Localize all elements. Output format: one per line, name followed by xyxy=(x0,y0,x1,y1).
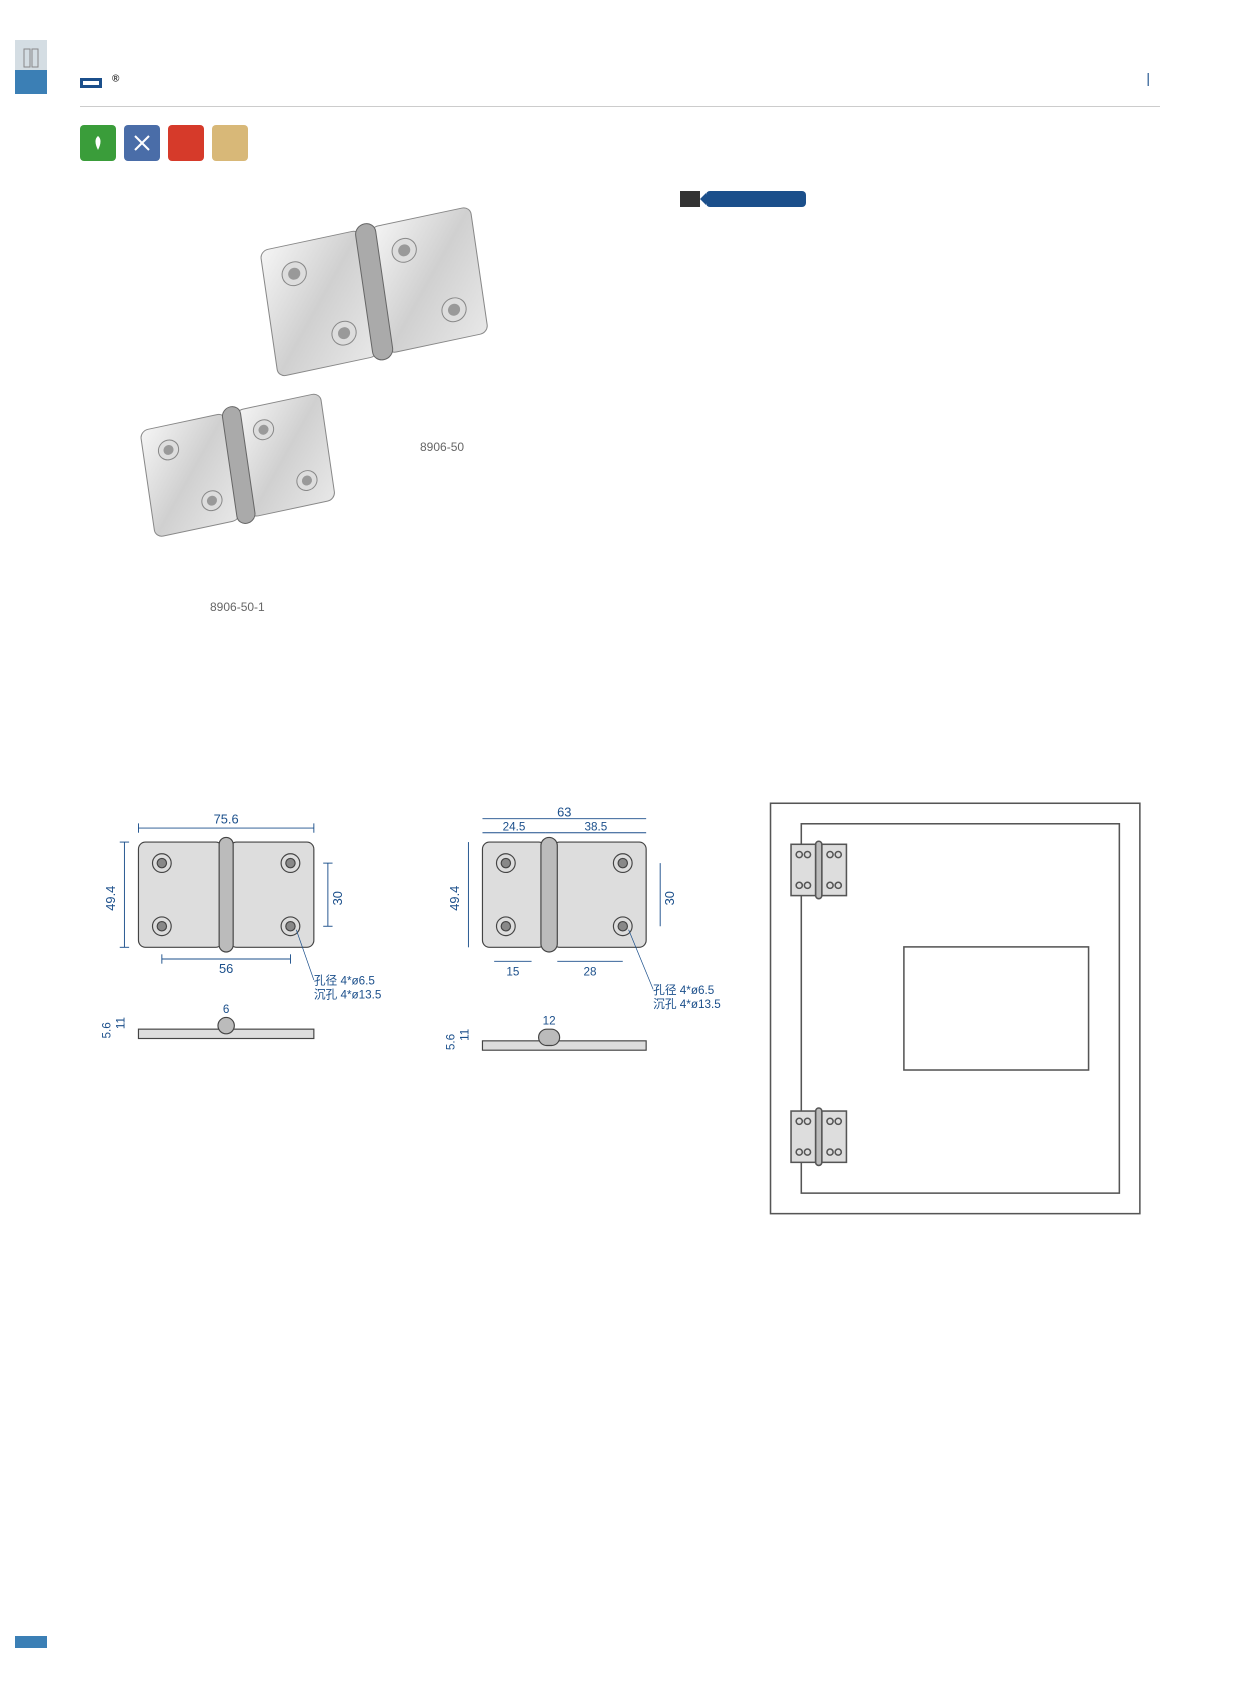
info-column xyxy=(680,191,1160,651)
svg-text:沉孔 4*ø13.5: 沉孔 4*ø13.5 xyxy=(314,989,382,1002)
svg-text:75.6: 75.6 xyxy=(214,811,239,826)
svg-text:56: 56 xyxy=(219,961,233,976)
svg-text:28: 28 xyxy=(584,965,597,978)
model-row xyxy=(680,191,1160,207)
diagram-1: 75.6 56 49.4 30 xyxy=(80,793,384,1093)
model-label xyxy=(680,191,700,207)
svg-text:孔径 4*ø6.5: 孔径 4*ø6.5 xyxy=(653,984,715,997)
img-label-1: 8906-50 xyxy=(420,440,464,454)
logo-mark xyxy=(80,78,102,88)
tech-drawing-1: 75.6 56 49.4 30 xyxy=(80,807,384,1088)
divider xyxy=(80,106,1160,107)
product-image-area: 8906-50 8906-50-1 xyxy=(80,191,640,651)
header: ® | xyxy=(80,60,1160,96)
eco-icon xyxy=(80,125,116,161)
svg-text:30: 30 xyxy=(662,891,677,905)
sus-icon xyxy=(212,125,248,161)
svg-text:15: 15 xyxy=(506,965,520,978)
svg-text:11: 11 xyxy=(114,1017,127,1029)
mix-icon xyxy=(124,125,160,161)
page-footer xyxy=(15,1635,53,1653)
cad-icon xyxy=(168,125,204,161)
svg-text:49.4: 49.4 xyxy=(103,886,118,911)
case-diagram xyxy=(750,793,1160,1224)
svg-text:5.6: 5.6 xyxy=(444,1034,457,1050)
svg-text:孔径 4*ø6.5: 孔径 4*ø6.5 xyxy=(314,975,376,988)
tech-title xyxy=(80,751,728,769)
page-number xyxy=(15,1636,47,1648)
img-label-2: 8906-50-1 xyxy=(210,600,265,614)
logo-block: ® xyxy=(80,70,119,96)
svg-text:沉孔 4*ø13.5: 沉孔 4*ø13.5 xyxy=(653,998,721,1011)
case-title xyxy=(750,751,1160,769)
svg-text:12: 12 xyxy=(543,1014,556,1027)
brand-name: ® xyxy=(112,70,119,96)
svg-text:11: 11 xyxy=(458,1029,471,1041)
svg-text:24.5: 24.5 xyxy=(503,820,526,833)
header-category: | xyxy=(1142,70,1160,86)
tech-drawing-2: 63 24.5 38.5 49.4 30 15 28 xyxy=(424,807,728,1088)
svg-text:49.4: 49.4 xyxy=(447,886,462,911)
icon-row xyxy=(80,125,1160,161)
features-title xyxy=(680,281,1160,299)
svg-text:63: 63 xyxy=(557,807,571,819)
diagram-2: 63 24.5 38.5 49.4 30 15 28 xyxy=(424,793,728,1093)
svg-text:38.5: 38.5 xyxy=(585,820,608,833)
svg-text:6: 6 xyxy=(223,1003,230,1016)
model-subtitle xyxy=(680,227,1160,251)
svg-text:5.6: 5.6 xyxy=(100,1022,113,1038)
svg-text:30: 30 xyxy=(330,891,345,905)
model-number xyxy=(706,191,806,207)
